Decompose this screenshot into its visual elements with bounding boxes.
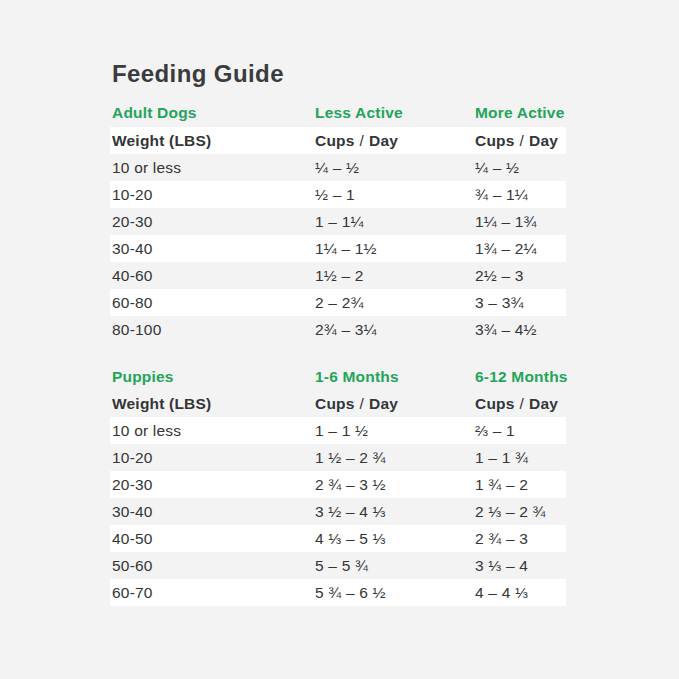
cups-more-active: ¾ – 1¼ [475,186,566,204]
table-row: 50-60 5 – 5 ¾ 3 ⅓ – 4 [110,552,566,579]
cups-more-active: 3 – 3¾ [475,294,566,312]
table-row: 30-40 3 ½ – 4 ⅓ 2 ⅓ – 2 ¾ [110,498,566,525]
weight-value: 50-60 [110,557,315,575]
page-title: Feeding Guide [110,60,566,88]
weight-value: 10 or less [110,422,315,440]
table-row: 10 or less 1 – 1 ½ ⅔ – 1 [110,417,566,444]
cups-day-header: Cups /Day [475,395,566,413]
slash-separator: / [360,132,365,149]
weight-value: 10-20 [110,449,315,467]
adult-dogs-table: Adult Dogs Less Active More Active Weigh… [110,105,566,343]
weight-value: 10 or less [110,159,315,177]
cups-1-6-months: 1 – 1 ½ [315,422,475,440]
section-title-puppies: Puppies [110,369,315,385]
column-header-1-6-months: 1-6 Months [315,369,475,385]
cups-day-header: Cups /Day [475,132,566,150]
weight-value: 40-60 [110,267,315,285]
weight-value: 60-80 [110,294,315,312]
weight-value: 30-40 [110,240,315,258]
table-row: 20-30 1 – 1¼ 1¼ – 1¾ [110,208,566,235]
cups-6-12-months: ⅔ – 1 [475,422,566,440]
weight-value: 60-70 [110,584,315,602]
table-row: 10-20 1 ½ – 2 ¾ 1 – 1 ¾ [110,444,566,471]
day-label: Day [529,132,558,149]
day-label: Day [369,395,398,412]
table-row: 40-60 1½ – 2 2½ – 3 [110,262,566,289]
slash-separator: / [360,395,365,412]
table-header-row: Weight (LBS) Cups/Day Cups/Day [110,390,566,417]
table-row: 10 or less ¼ – ½ ¼ – ½ [110,154,566,181]
cups-1-6-months: 2 ¾ – 3 ½ [315,476,475,494]
cups-label: Cups [475,395,515,412]
cups-less-active: 1¼ – 1½ [315,240,475,258]
table-row: 30-40 1¼ – 1½ 1¾ – 2¼ [110,235,566,262]
table-row: 80-100 2¾ – 3¼ 3¾ – 4½ [110,316,566,343]
weight-value: 80-100 [110,321,315,339]
weight-value: 20-30 [110,213,315,231]
table-row: 10-20 ½ – 1 ¾ – 1¼ [110,181,566,208]
puppies-section-header: Puppies 1-6 Months 6-12 Months [110,369,566,385]
weight-value: 40-50 [110,530,315,548]
cups-6-12-months: 2 ⅓ – 2 ¾ [475,503,566,521]
section-title-adult-dogs: Adult Dogs [110,105,315,121]
table-row: 60-80 2 – 2¾ 3 – 3¾ [110,289,566,316]
table-row: 20-30 2 ¾ – 3 ½ 1 ¾ – 2 [110,471,566,498]
day-label: Day [369,132,398,149]
table-row: 40-50 4 ⅓ – 5 ⅓ 2 ¾ – 3 [110,525,566,552]
weight-value: 30-40 [110,503,315,521]
weight-column-header: Weight (LBS) [110,132,315,150]
cups-6-12-months: 4 – 4 ⅓ [475,584,566,602]
weight-value: 10-20 [110,186,315,204]
cups-1-6-months: 5 – 5 ¾ [315,557,475,575]
cups-more-active: 1¾ – 2¼ [475,240,566,258]
weight-value: 20-30 [110,476,315,494]
table-header-row: Weight (LBS) Cups/Day Cups/Day [110,127,566,154]
cups-day-header: Cups /Day [315,395,475,413]
cups-less-active: 2¾ – 3¼ [315,321,475,339]
cups-less-active: 2 – 2¾ [315,294,475,312]
weight-column-header: Weight (LBS) [110,395,315,413]
table-row: 60-70 5 ¾ – 6 ½ 4 – 4 ⅓ [110,579,566,606]
day-label: Day [529,395,558,412]
cups-more-active: 1¼ – 1¾ [475,213,566,231]
cups-less-active: 1 – 1¼ [315,213,475,231]
slash-separator: / [520,395,525,412]
cups-1-6-months: 3 ½ – 4 ⅓ [315,503,475,521]
cups-6-12-months: 1 – 1 ¾ [475,449,566,467]
cups-more-active: 2½ – 3 [475,267,566,285]
column-header-less-active: Less Active [315,105,475,121]
adult-dogs-section-header: Adult Dogs Less Active More Active [110,105,566,121]
cups-6-12-months: 1 ¾ – 2 [475,476,566,494]
cups-1-6-months: 5 ¾ – 6 ½ [315,584,475,602]
cups-day-header: Cups /Day [315,132,475,150]
cups-less-active: ½ – 1 [315,186,475,204]
cups-more-active: 3¾ – 4½ [475,321,566,339]
feeding-guide-infographic: Feeding Guide Adult Dogs Less Active Mor… [110,60,566,606]
cups-1-6-months: 1 ½ – 2 ¾ [315,449,475,467]
column-header-more-active: More Active [475,105,566,121]
cups-label: Cups [315,395,355,412]
cups-6-12-months: 3 ⅓ – 4 [475,557,566,575]
slash-separator: / [520,132,525,149]
cups-less-active: ¼ – ½ [315,159,475,177]
cups-6-12-months: 2 ¾ – 3 [475,530,566,548]
cups-label: Cups [475,132,515,149]
cups-1-6-months: 4 ⅓ – 5 ⅓ [315,530,475,548]
puppies-table: Puppies 1-6 Months 6-12 Months Weight (L… [110,369,566,606]
cups-less-active: 1½ – 2 [315,267,475,285]
cups-label: Cups [315,132,355,149]
column-header-6-12-months: 6-12 Months [475,369,568,385]
cups-more-active: ¼ – ½ [475,159,566,177]
